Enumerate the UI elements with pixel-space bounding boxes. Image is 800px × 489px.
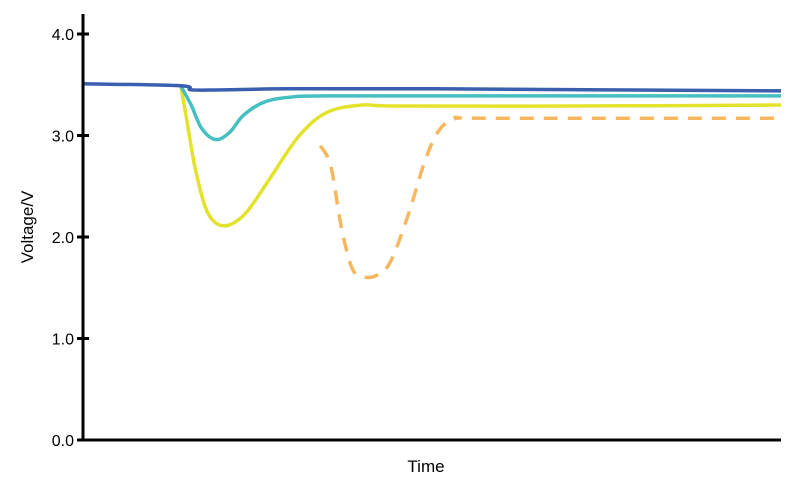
series-layer	[82, 81, 782, 280]
series-line-1	[82, 81, 782, 93]
y-tick-label: 2.0	[52, 230, 74, 247]
y-tick-layer: 0.0 1.0 2.0 3.0 4.0	[52, 27, 89, 450]
series-line-3	[178, 85, 782, 228]
y-tick-label: 3.0	[52, 129, 74, 146]
y-axis-label: Voltage/V	[18, 190, 37, 263]
y-tick-label: 4.0	[52, 27, 74, 44]
series-line-4	[318, 115, 781, 280]
series-line-2	[179, 84, 781, 142]
y-tick-label: 1.0	[52, 332, 74, 349]
y-tick-label: 0.0	[52, 433, 74, 450]
x-axis-label: Time	[407, 457, 444, 476]
